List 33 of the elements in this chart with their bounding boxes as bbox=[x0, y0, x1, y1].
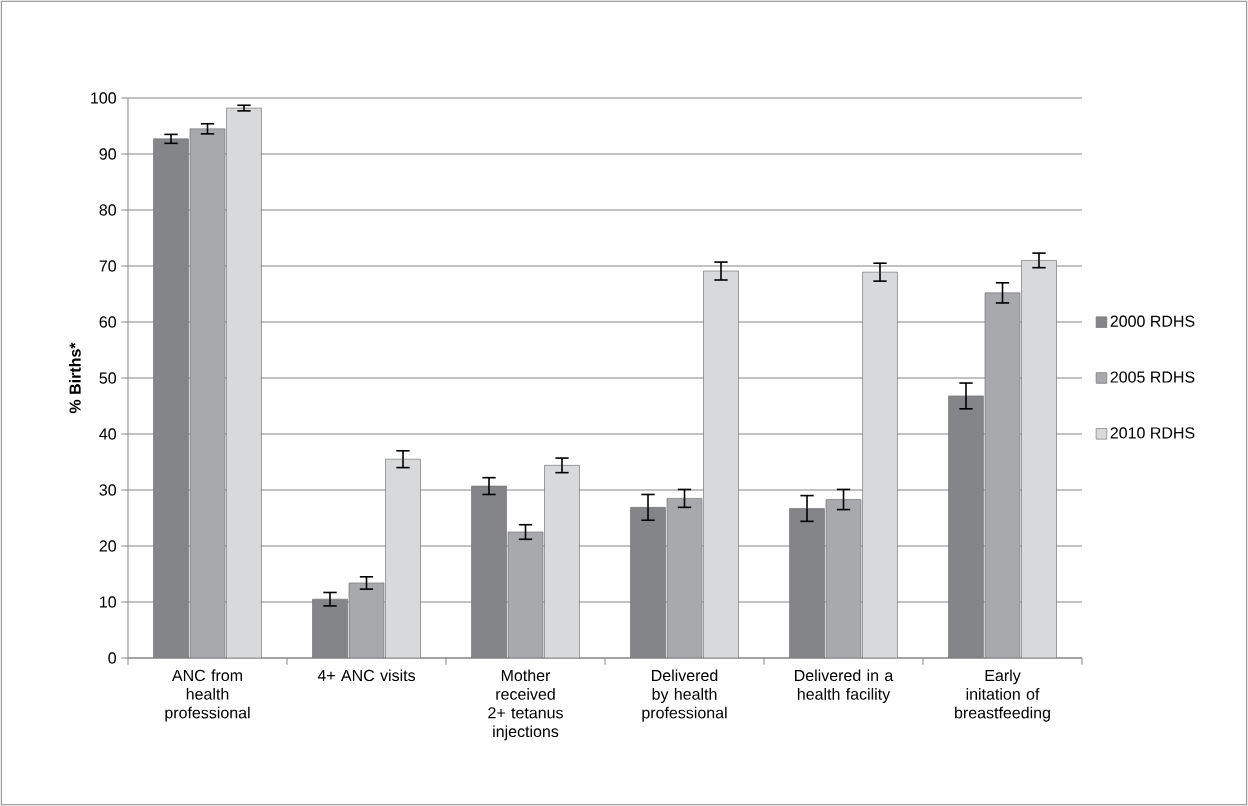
bar bbox=[189, 128, 226, 658]
legend-label: 2010 RDHS bbox=[1110, 427, 1195, 439]
bar bbox=[984, 292, 1021, 658]
y-axis-title: % Births* bbox=[69, 342, 81, 414]
bar bbox=[826, 499, 862, 658]
bar bbox=[703, 270, 739, 658]
y-tick-label: 50 bbox=[99, 372, 116, 384]
x-tick-label: 4+ ANC visits bbox=[317, 669, 416, 682]
bar bbox=[1021, 260, 1057, 658]
x-tick-label: Early initation of breastfeeding bbox=[955, 669, 1050, 722]
y-tick-label: 10 bbox=[100, 596, 116, 608]
bar bbox=[862, 272, 898, 658]
y-tick-label: 60 bbox=[99, 316, 116, 328]
y-tick-label: 30 bbox=[99, 484, 116, 496]
x-tick-label: Delivered in a health facility bbox=[795, 669, 894, 703]
legend-label: 2005 RDHS bbox=[1110, 371, 1195, 383]
x-tick-label: Delivered by health professional bbox=[642, 669, 727, 722]
bar bbox=[507, 531, 544, 658]
y-tick-label: 40 bbox=[99, 428, 116, 440]
y-tick-label: 90 bbox=[99, 148, 116, 160]
bar bbox=[666, 498, 703, 658]
legend-label: 2000 RDHS bbox=[1110, 315, 1195, 327]
y-tick-label: 70 bbox=[99, 260, 116, 272]
y-tick-label: 20 bbox=[99, 540, 116, 552]
y-tick-label: 100 bbox=[91, 92, 116, 104]
bar bbox=[348, 582, 385, 658]
y-tick-label: 0 bbox=[108, 652, 117, 664]
x-tick-label: Mother received 2+ tetanus injections bbox=[488, 669, 563, 741]
y-tick-label: 80 bbox=[99, 204, 116, 216]
bar bbox=[226, 107, 262, 658]
bar bbox=[385, 458, 421, 658]
x-tick-label: ANC from health professional bbox=[165, 669, 250, 722]
bar bbox=[544, 465, 580, 658]
